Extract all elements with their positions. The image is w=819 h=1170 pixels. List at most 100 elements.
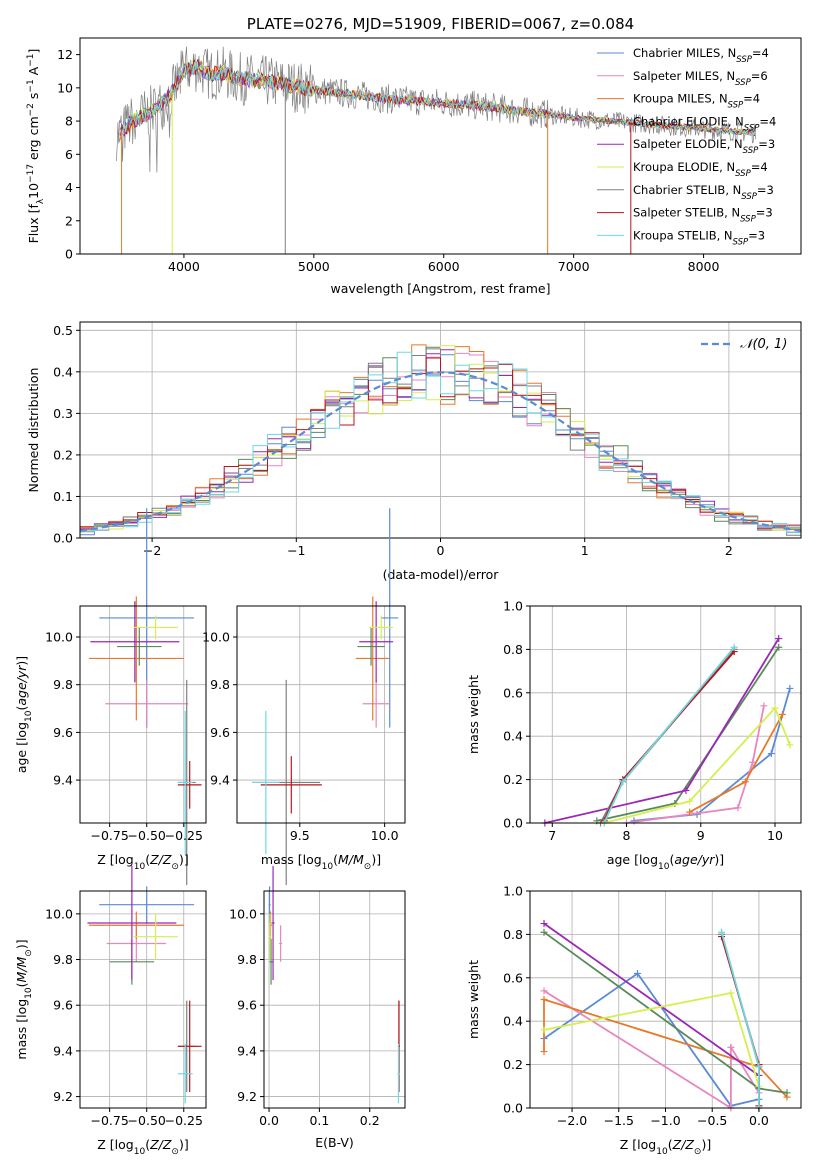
y-axis-label: Flux [fλ10−17 erg cm−2 s−1 A−1]	[26, 49, 46, 244]
y-tick-label: 4	[65, 180, 73, 195]
y-tick-label: 9.4	[237, 1043, 257, 1058]
label-part: 10	[24, 987, 34, 999]
label-part: )]	[371, 852, 381, 867]
weight-marker-cyan	[619, 778, 627, 786]
label-part: Z/Z	[672, 1137, 695, 1152]
y-axis-label: mass weight	[466, 675, 481, 754]
label-part: ⊙	[171, 1147, 179, 1157]
legend-sub: SSP	[744, 123, 760, 133]
label-part: 10	[24, 710, 34, 722]
x-tick-label: 0.1	[309, 1113, 329, 1128]
weight-marker-green	[783, 1089, 791, 1097]
legend-entry: Salpeter MILES, NSSP=6	[633, 69, 768, 88]
weight-marker-orange	[778, 711, 786, 718]
label-part: 10	[656, 1147, 668, 1157]
weight-marker-purple	[775, 635, 783, 643]
x-tick-label: −1.0	[650, 1113, 680, 1128]
y-tick-label: 0.2	[503, 1057, 523, 1072]
y-tick-label: 0.3	[53, 406, 73, 421]
weight-line-purple	[543, 922, 760, 1077]
y-tick-label: 0.8	[503, 927, 523, 942]
y-tick-label: 0.8	[503, 642, 523, 657]
weight-marker-pink	[734, 804, 742, 812]
y-tick-label: 9.6	[237, 998, 257, 1013]
legend-entry: Chabrier STELIB, NSSP=3	[633, 183, 774, 202]
legend-text: Kroupa ELODIE, N	[633, 160, 735, 174]
label-part: )]	[714, 852, 724, 867]
y-tick-label: 9.6	[53, 998, 73, 1013]
y-tick-label: 0.4	[503, 729, 523, 744]
legend-sub: SSP	[743, 146, 759, 156]
x-tick-label: 8	[623, 828, 631, 843]
label-part: )]	[179, 1137, 189, 1152]
y-tick-label: 10.0	[45, 906, 73, 921]
weight-line-pink	[543, 990, 760, 1110]
x-tick-label: 1	[581, 543, 589, 558]
x-axis-label: Z [log10(Z/Z⊙)]	[620, 1137, 711, 1157]
legend-sub: SSP	[741, 192, 757, 202]
weight-marker-lime	[727, 989, 735, 997]
label-part: M/M	[14, 956, 29, 982]
weight-marker-lime	[540, 1026, 548, 1034]
x-axis-label: (data-model)/error	[383, 567, 500, 582]
x-axis-label: wavelength [Angstrom, rest frame]	[330, 281, 550, 296]
y-axis-label: mass [log10(M/M⊙)]	[14, 939, 34, 1059]
panel-6: Z [log10(Z/Z⊙)]mass [log10(M/M⊙)]	[14, 865, 206, 1157]
y-tick-label: 0.6	[503, 970, 523, 985]
axes-frame	[79, 890, 207, 1109]
weight-marker-orange	[540, 1048, 548, 1056]
x-tick-label: −0.25	[165, 1113, 203, 1128]
legend-sub: SSP	[740, 215, 756, 225]
label-part: (	[145, 1137, 150, 1152]
legend-entry: Chabrier MILES, NSSP=4	[633, 46, 769, 65]
label-part: Z [log	[620, 1137, 656, 1152]
x-tick-label: −2	[143, 543, 161, 558]
x-tick-label: 2	[725, 543, 733, 558]
axes-frame-7: 0.0 0.1 0.2 9.2 9.4 9.6 9.8 10.0	[229, 890, 406, 1128]
label-part: mass [log	[14, 999, 29, 1060]
weight-marker-cyan	[755, 1063, 763, 1071]
legend-sub: SSP	[736, 55, 752, 65]
y-tick-label: 6	[65, 147, 73, 162]
x-tick-label: −2.0	[557, 1113, 587, 1128]
model-spectrum-red	[120, 58, 756, 137]
weight-marker-orange	[540, 996, 548, 1003]
legend-n: =4	[743, 92, 760, 106]
x-tick-label: −0.5	[697, 1113, 727, 1128]
x-tick-label: 7	[548, 828, 556, 843]
legend-text: Chabrier STELIB, N	[633, 183, 741, 197]
legend-sub: SSP	[735, 169, 751, 179]
y-tick-label: 0.2	[503, 772, 523, 787]
y-axis-label: Normed distribution	[26, 368, 41, 493]
weight-marker-blue	[767, 750, 775, 758]
x-axis-label: E(B-V)	[315, 1135, 354, 1150]
y-tick-label: 1.0	[503, 884, 523, 899]
x-tick-label: −0.75	[90, 1113, 128, 1128]
y-tick-label: 9.6	[210, 725, 230, 740]
label-part: (	[145, 852, 150, 867]
label-part: )]	[179, 852, 189, 867]
y-tick-label: 0	[65, 247, 73, 262]
legend-text: Chabrier ELODIE, N	[633, 114, 744, 128]
weight-marker-pink	[727, 1043, 735, 1051]
label-part: λ	[36, 198, 46, 204]
label-part: (	[333, 852, 338, 867]
legend-sub: SSP	[728, 101, 744, 111]
legend-text: Kroupa MILES, N	[633, 92, 728, 106]
legend-text: Salpeter STELIB, N	[633, 206, 740, 220]
weight-marker-purple	[682, 786, 690, 794]
weight-marker-green	[775, 643, 783, 651]
y-tick-label: 10.0	[45, 630, 73, 645]
y-tick-label: 0.0	[503, 1101, 523, 1116]
x-tick-label: 4000	[168, 259, 200, 274]
y-tick-label: 12	[57, 47, 73, 62]
spectrum-lines	[116, 46, 756, 254]
x-tick-label: 10.0	[371, 828, 399, 843]
x-tick-label: 0	[437, 543, 445, 558]
y-tick-label: 9.2	[53, 1089, 73, 1104]
axes-frame-3: −0.75−0.50−0.25 9.4 9.6 9.8 10.0	[45, 605, 207, 843]
axes-frame	[236, 605, 406, 824]
y-tick-label: 9.4	[53, 773, 73, 788]
x-tick-label: 10	[767, 828, 783, 843]
x-tick-label: −1	[287, 543, 305, 558]
